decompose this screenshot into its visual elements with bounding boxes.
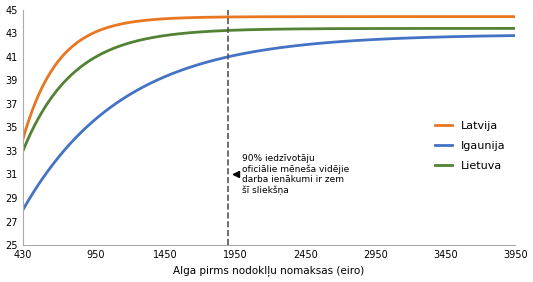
Text: 90% iedzīvotāju
oficiālie mēneša vidējie
darba ienākumi ir zem
šī sliekšņa: 90% iedzīvotāju oficiālie mēneša vidējie… xyxy=(234,154,350,195)
Igaunija xyxy=(50,162,56,166)
Igaunija xyxy=(20,208,26,212)
X-axis label: Alga pirms nodoklļu nomaksas (eiro): Alga pirms nodoklļu nomaksas (eiro) xyxy=(173,266,365,276)
Line: Igaunija: Igaunija xyxy=(23,36,515,210)
Igaunija xyxy=(333,40,340,44)
Lietuva xyxy=(50,94,56,97)
Legend: Latvija, Igaunija, Lietuva: Latvija, Igaunija, Lietuva xyxy=(431,117,510,176)
Latvija xyxy=(50,67,56,70)
Latvija xyxy=(512,15,518,18)
Igaunija xyxy=(443,35,450,39)
Lietuva xyxy=(512,27,518,30)
Lietuva xyxy=(20,149,26,153)
Igaunija xyxy=(512,34,518,37)
Latvija xyxy=(305,15,312,18)
Lietuva xyxy=(319,27,325,30)
Lietuva xyxy=(333,27,340,30)
Lietuva xyxy=(305,27,312,30)
Latvija xyxy=(319,15,325,18)
Igaunija xyxy=(393,37,399,40)
Latvija xyxy=(333,15,340,18)
Line: Latvija: Latvija xyxy=(23,17,515,139)
Latvija xyxy=(393,15,399,18)
Lietuva xyxy=(393,27,399,30)
Line: Lietuva: Lietuva xyxy=(23,28,515,151)
Latvija xyxy=(20,137,26,141)
Igaunija xyxy=(319,41,325,45)
Igaunija xyxy=(305,43,312,46)
Lietuva xyxy=(443,27,450,30)
Latvija xyxy=(443,15,450,18)
